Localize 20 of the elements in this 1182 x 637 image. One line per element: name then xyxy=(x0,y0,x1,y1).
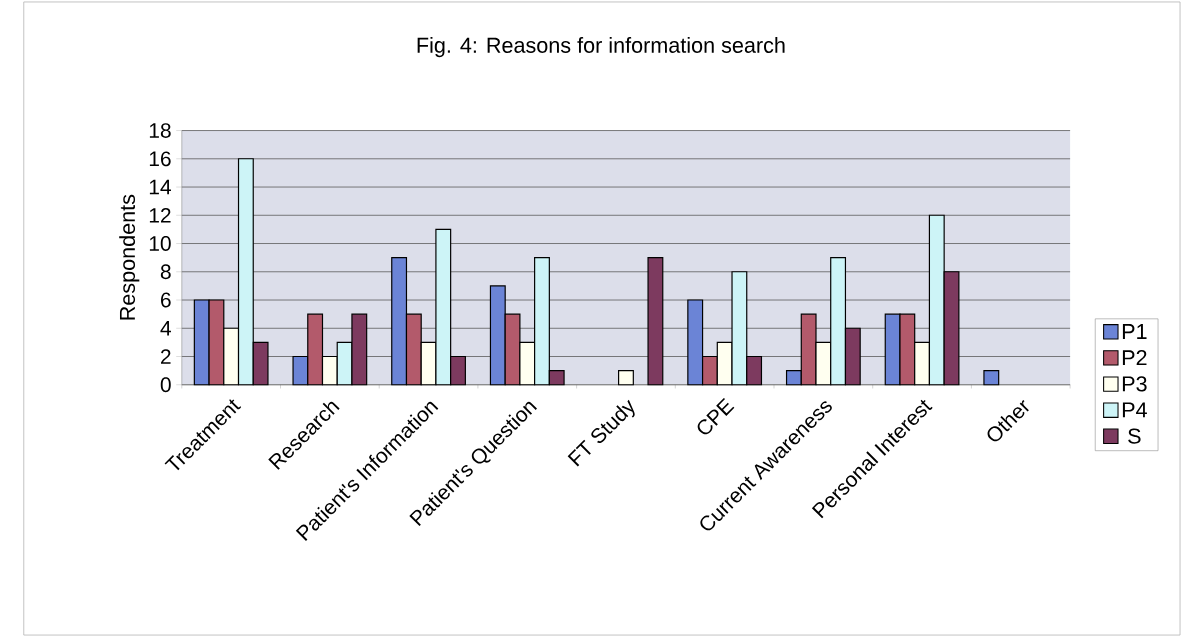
y-tick-label: 10 xyxy=(149,236,171,251)
y-tick-label: 6 xyxy=(161,292,171,308)
legend-label: P1 xyxy=(1122,324,1147,339)
chart-title: Fig. 4: Reasons for information search xyxy=(417,37,785,58)
y-axis-title: Respondents xyxy=(119,194,140,320)
legend-label: S xyxy=(1128,428,1141,444)
legend-label: P3 xyxy=(1122,376,1147,392)
legend-label: P2 xyxy=(1122,350,1147,366)
y-tick-label: 8 xyxy=(160,264,171,280)
y-tick-label: 2 xyxy=(161,349,171,364)
bar xyxy=(983,370,1000,386)
bar xyxy=(618,370,634,386)
bar xyxy=(647,257,664,386)
y-tick-label: 14 xyxy=(149,179,171,195)
y-tick-label: 18 xyxy=(149,123,171,138)
y-tick-label: 0 xyxy=(160,377,171,393)
y-tick-label: 16 xyxy=(149,151,171,167)
legend-label: P4 xyxy=(1122,402,1147,418)
y-tick-label: 4 xyxy=(160,321,171,336)
y-tick-label: 12 xyxy=(149,207,171,223)
